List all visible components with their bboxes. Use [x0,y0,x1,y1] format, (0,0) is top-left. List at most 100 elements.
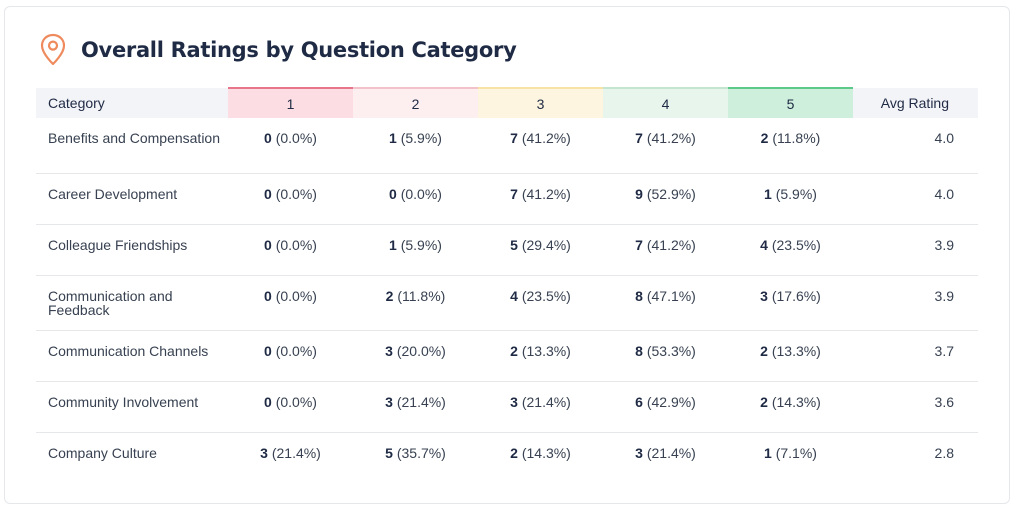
rating-percent: (21.4%) [521,393,571,410]
rating-count: 0 [264,287,272,304]
rating-cell: 4 (23.5%) [478,275,603,331]
rating-count: 3 [510,393,518,410]
rating-percent: (0.0%) [275,342,317,359]
rating-percent: (21.4%) [646,444,696,461]
table-row: Colleague Friendships 0 (0.0%) 1 (5.9%) … [36,224,978,276]
rating-percent: (41.2%) [521,130,571,146]
avg-rating-cell: 3.9 [853,224,978,276]
rating-percent: (35.7%) [396,444,446,461]
rating-count: 0 [264,130,272,146]
rating-count: 4 [510,287,518,304]
rating-count: 2 [760,130,769,146]
rating-count: 7 [510,130,518,146]
rating-cell: 3 (21.4%) [478,381,603,433]
rating-percent: (7.1%) [775,444,817,461]
rating-cell: 2 (11.8%) [728,118,853,174]
rating-cell: 0 (0.0%) [228,173,353,225]
rating-percent: (20.0%) [396,342,446,359]
ratings-table: Category 1 2 3 4 5 Avg Rating Benefits a… [36,87,978,483]
rating-count: 0 [389,185,397,202]
rating-count: 7 [510,185,518,202]
rating-count: 6 [635,393,643,410]
rating-count: 3 [385,393,393,410]
category-cell: Benefits and Compensation [36,118,228,174]
rating-percent: (17.6%) [771,287,821,304]
table-row: Benefits and Compensation 0 (0.0%) 1 (5.… [36,118,978,174]
column-header-rating-2: 2 [353,87,478,118]
category-cell: Community Involvement [36,381,228,433]
rating-percent: (29.4%) [521,236,571,253]
rating-count: 3 [385,342,393,359]
rating-percent: (13.3%) [521,342,571,359]
rating-count: 0 [264,342,272,359]
rating-percent: (14.3%) [771,393,821,410]
rating-count: 7 [635,130,643,146]
rating-count: 3 [260,444,268,461]
card-header: Overall Ratings by Question Category [39,33,517,67]
rating-count: 0 [264,393,272,410]
rating-percent: (0.0%) [275,287,317,304]
column-header-rating-3: 3 [478,87,603,118]
rating-cell: 0 (0.0%) [228,275,353,331]
rating-cell: 7 (41.2%) [478,173,603,225]
column-header-category: Category [36,88,228,118]
rating-percent: (23.5%) [771,236,821,253]
rating-percent: (5.9%) [400,130,442,146]
avg-rating-cell: 3.6 [853,381,978,433]
rating-cell: 1 (5.9%) [353,118,478,174]
rating-cell: 2 (14.3%) [728,381,853,433]
rating-percent: (21.4%) [271,444,321,461]
rating-cell: 3 (21.4%) [353,381,478,433]
rating-cell: 0 (0.0%) [228,224,353,276]
category-cell: Career Development [36,173,228,225]
avg-rating-cell: 2.8 [934,444,954,461]
rating-count: 8 [635,342,643,359]
rating-cell: 9 (52.9%) [603,173,728,225]
rating-percent: (14.3%) [521,444,571,461]
rating-cell: 2 (11.8%) [353,275,478,331]
column-header-rating-1: 1 [228,87,353,118]
avg-rating-cell: 3.9 [853,275,978,331]
rating-count: 1 [389,130,397,146]
rating-percent: (0.0%) [275,185,317,202]
rating-cell: 1 (5.9%) [353,224,478,276]
column-header-rating-4: 4 [603,87,728,118]
rating-percent: (41.2%) [521,185,571,202]
rating-count: 2 [510,444,518,461]
rating-cell: 7 (41.2%) [603,118,728,174]
map-pin-icon [39,33,67,67]
table-row: Career Development 0 (0.0%) 0 (0.0%) 7 (… [36,173,978,225]
table-row: Communication and Feedback 0 (0.0%) 2 (1… [36,275,978,331]
panel-title: Overall Ratings by Question Category [81,38,517,62]
rating-percent: (41.2%) [646,236,696,253]
rating-percent: (0.0%) [275,236,317,253]
rating-cell: 2 (13.3%) [728,330,853,382]
rating-count: 0 [264,185,272,202]
category-cell: Colleague Friendships [36,224,228,276]
rating-percent: (5.9%) [400,236,442,253]
rating-count: 7 [635,236,643,253]
rating-count: 2 [510,342,518,359]
rating-percent: (53.3%) [646,342,696,359]
column-header-avg-rating: Avg Rating [853,88,978,118]
rating-cell: 5 (29.4%) [478,224,603,276]
rating-percent: (21.4%) [396,393,446,410]
rating-percent: (52.9%) [646,185,696,202]
rating-percent: (11.8%) [772,130,821,146]
table-row: Communication Channels 0 (0.0%) 3 (20.0%… [36,330,978,382]
rating-cell: 7 (41.2%) [603,224,728,276]
rating-count: 3 [760,287,768,304]
rating-count: 1 [389,236,397,253]
rating-count: 0 [264,236,272,253]
category-cell: Communication Channels [36,330,228,382]
rating-cell: 0 (0.0%) [228,118,353,174]
column-header-rating-5: 5 [728,87,853,118]
rating-percent: (13.3%) [771,342,821,359]
rating-cell: 6 (42.9%) [603,381,728,433]
rating-cell: 8 (53.3%) [603,330,728,382]
rating-percent: (42.9%) [646,393,696,410]
rating-cell: 1 (5.9%) [728,173,853,225]
rating-percent: (41.2%) [646,130,696,146]
rating-cell: 5 (35.7%) [353,432,478,483]
category-cell: Communication and Feedback [36,275,228,331]
